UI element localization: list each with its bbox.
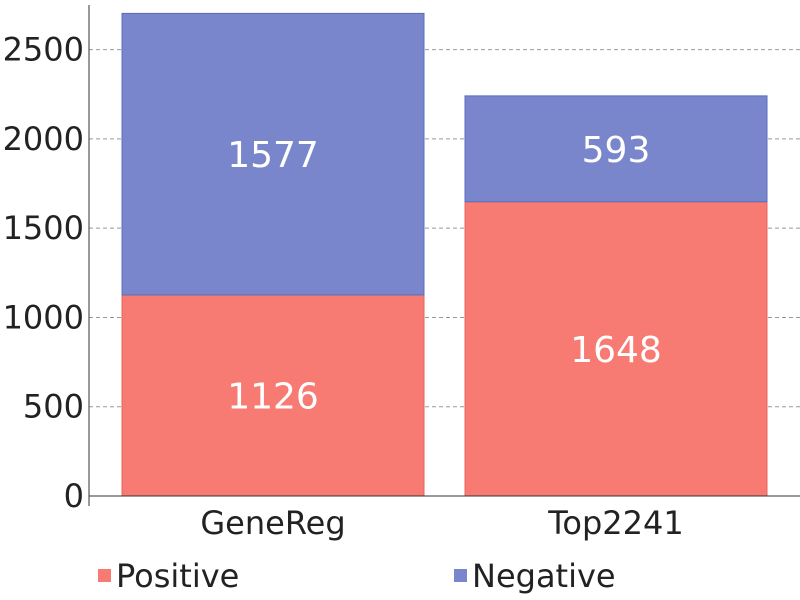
bar-segment-negative (464, 95, 768, 203)
bar-value-label: 1126 (227, 376, 319, 417)
bar-value-label: 1648 (570, 330, 662, 371)
bars (121, 12, 768, 497)
x-tick-label: Top2241 (547, 504, 683, 542)
x-tick-labels: GeneReg Top2241 (200, 504, 683, 542)
y-tick-label: 2000 (3, 120, 84, 158)
legend-label-negative: Negative (472, 557, 616, 595)
legend-swatch-negative (454, 569, 467, 582)
bar-segment-positive (121, 294, 425, 497)
bar-value-label: 1577 (227, 135, 319, 176)
y-tick-labels: 0 500 1000 1500 2000 2500 (3, 31, 84, 515)
bar-value-label: 593 (582, 130, 651, 171)
x-tick-label: GeneReg (200, 504, 345, 542)
bar-value-labels: 1126 1577 1648 593 (227, 130, 662, 418)
legend: Positive Negative (98, 557, 616, 595)
y-tick-label: 1500 (3, 209, 84, 247)
y-tick-label: 2500 (3, 31, 84, 69)
axes (88, 5, 800, 506)
y-tick-label: 1000 (3, 298, 84, 336)
legend-swatch-positive (98, 569, 111, 582)
legend-label-positive: Positive (116, 557, 239, 595)
bar-segment-negative (121, 12, 425, 296)
y-tick-label: 0 (64, 477, 84, 515)
y-tick-label: 500 (23, 388, 84, 426)
